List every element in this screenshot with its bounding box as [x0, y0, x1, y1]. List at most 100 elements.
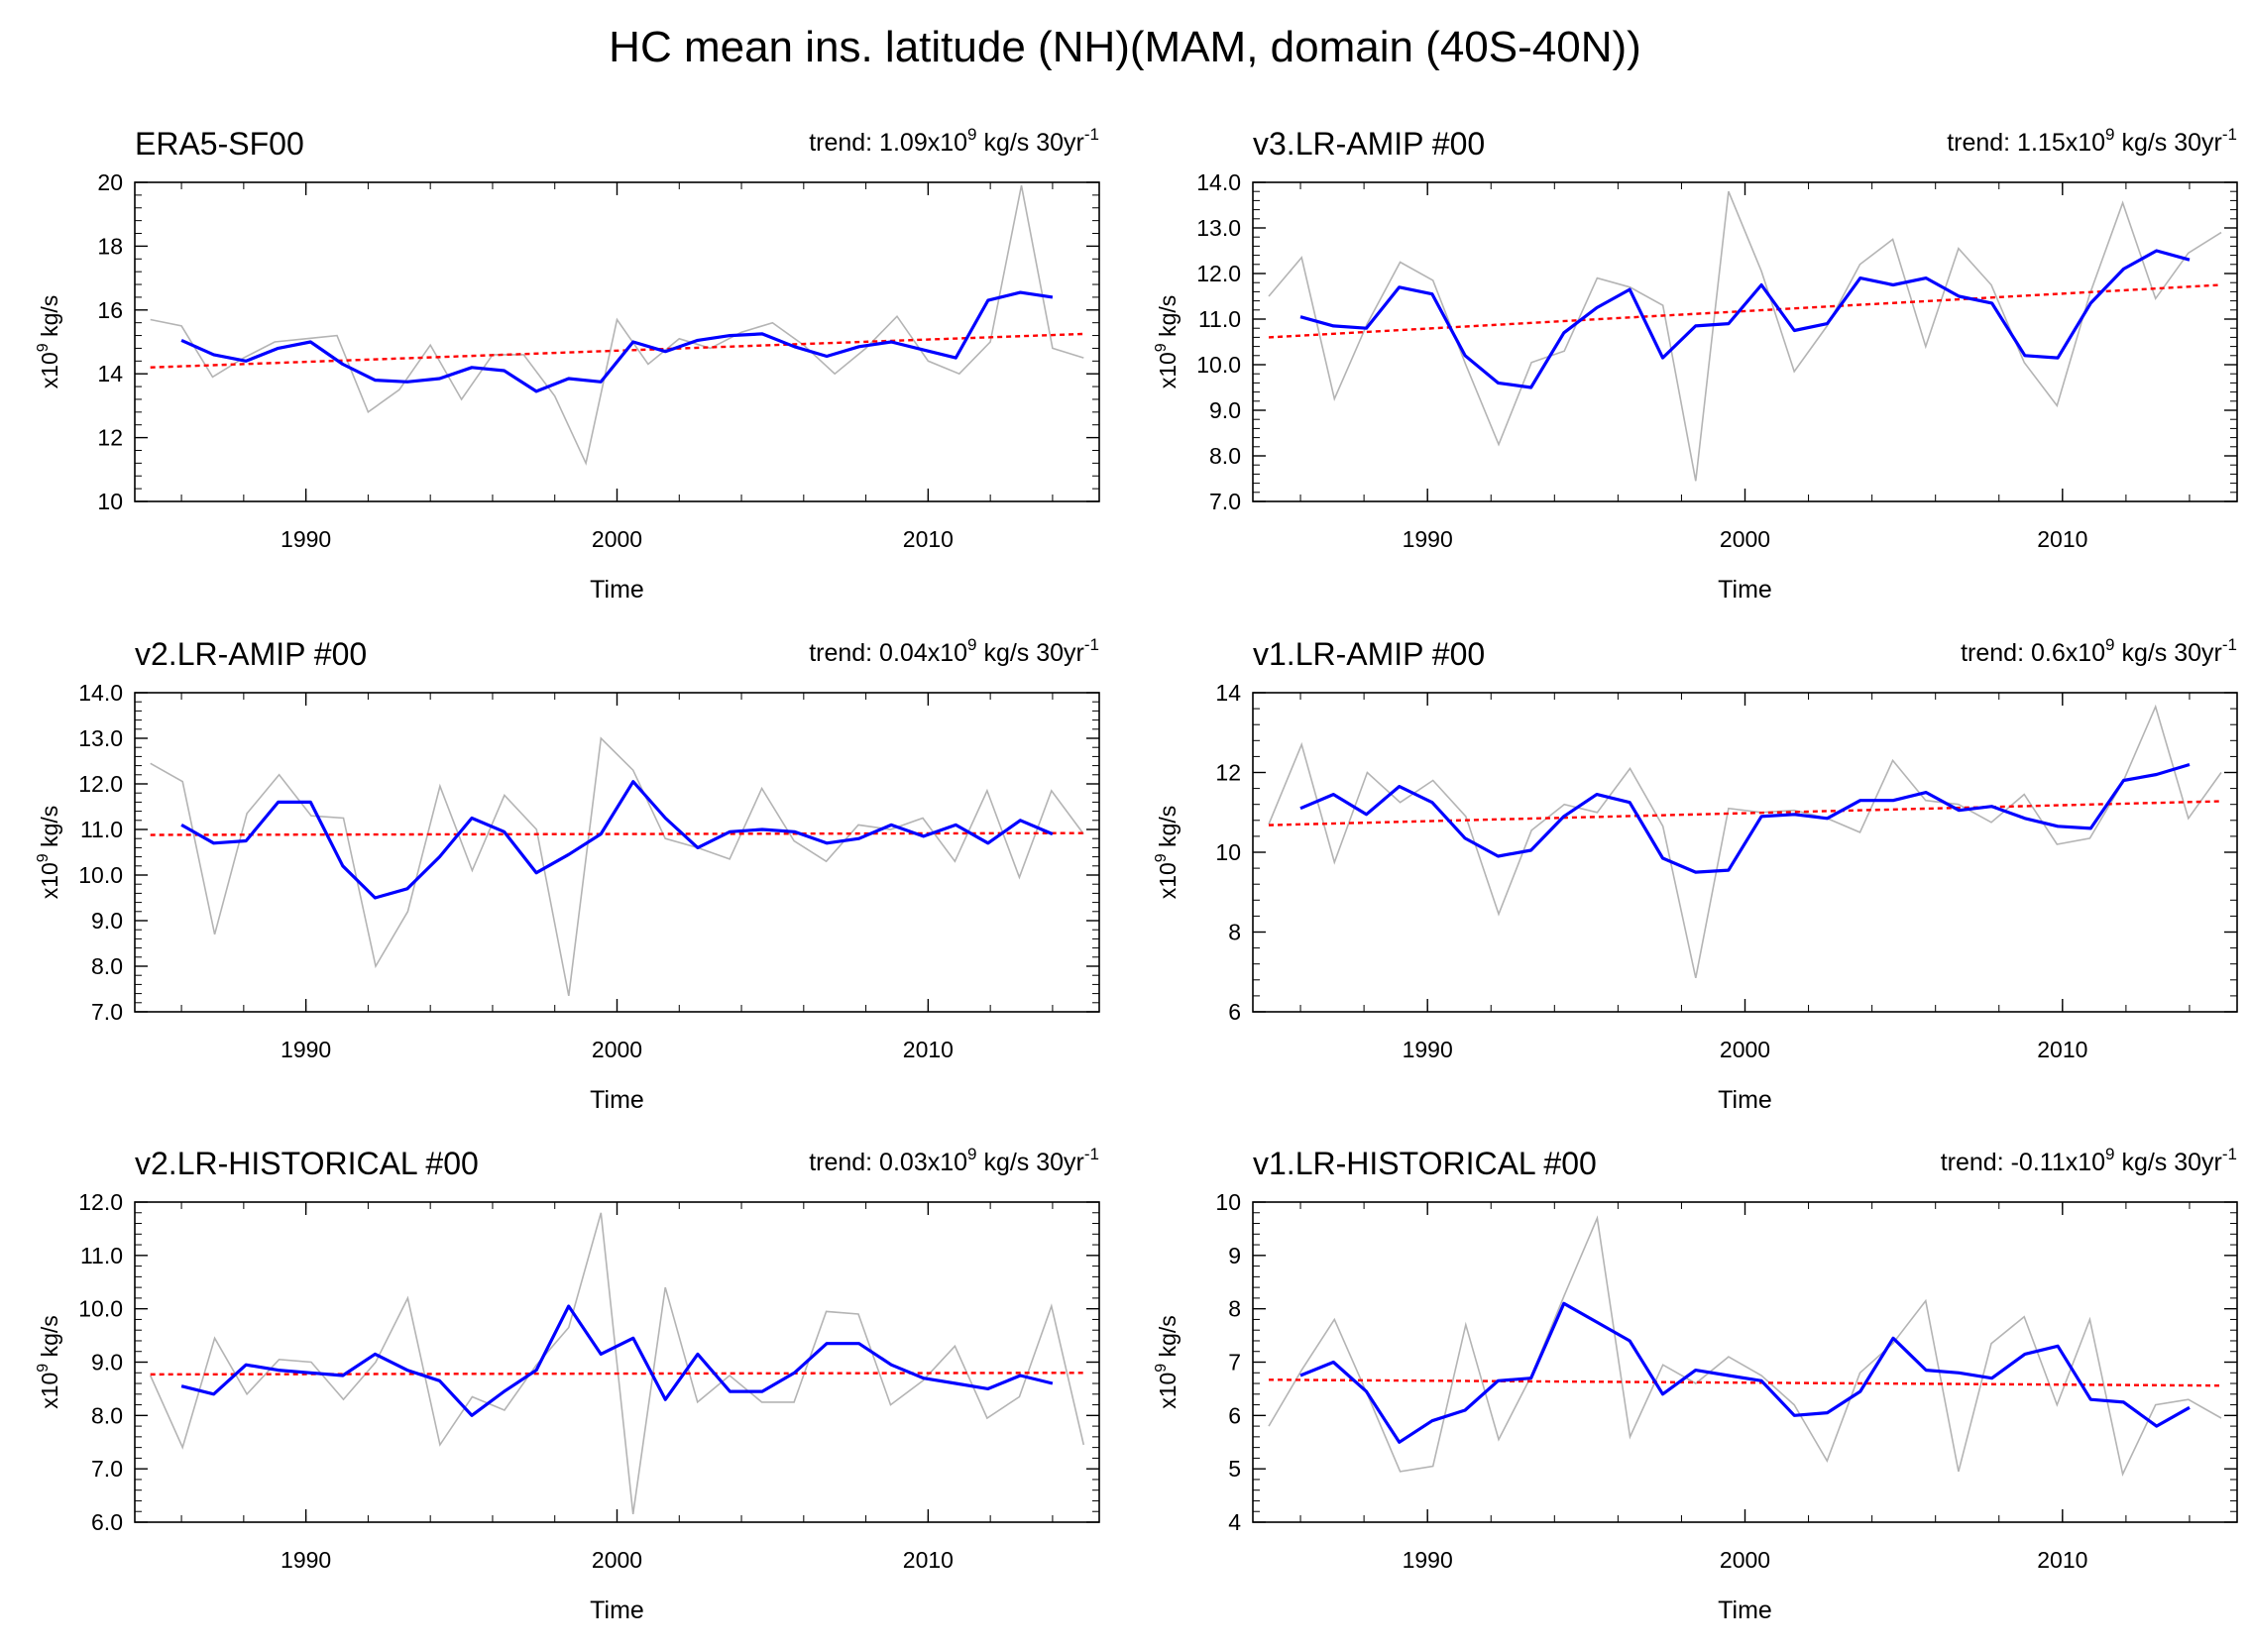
trend-unit: kg/s 30yr	[2115, 639, 2222, 667]
raw-series-line	[150, 185, 1084, 466]
raw-series-line	[150, 736, 1084, 997]
x-tick-label: 1990	[281, 1547, 331, 1573]
trend-unit-exponent: -1	[2222, 1145, 2237, 1163]
x-axis-label: Time	[1718, 576, 1772, 604]
trend-text: trend: 0.03x10	[809, 1149, 967, 1176]
y-tick-label: 8.0	[91, 1402, 123, 1428]
trend-annotation: trend: 1.15x109 kg/s 30yr-1	[1947, 125, 2237, 157]
y-tick-label: 4	[1228, 1509, 1241, 1535]
trend-unit-exponent: -1	[1084, 125, 1099, 144]
y-tick-label: 9.0	[91, 908, 123, 934]
x-axis-label: Time	[590, 1597, 644, 1624]
y-tick-label: 20	[97, 169, 123, 195]
y-tick-label: 14.0	[1196, 169, 1241, 195]
y-label-unit: kg/s	[1155, 295, 1181, 344]
y-tick-label: 10	[97, 489, 123, 514]
y-tick-label: 10	[1215, 1189, 1241, 1215]
panel-title: v2.LR-HISTORICAL #00	[135, 1146, 479, 1181]
y-label-exponent: 9	[35, 1364, 52, 1373]
y-tick-label: 9	[1228, 1243, 1241, 1268]
y-axis-label: x109 kg/s	[1153, 295, 1181, 389]
trend-exponent: 9	[967, 635, 976, 654]
x-tick-label: 2010	[2037, 526, 2087, 552]
y-tick-label: 9.0	[1209, 397, 1241, 423]
smoothed-series-line	[180, 290, 1054, 393]
y-label-text: x10	[1155, 352, 1181, 388]
y-tick-label: 12	[1215, 760, 1241, 786]
trend-exponent: 9	[967, 125, 976, 144]
y-tick-label: 12.0	[78, 1189, 123, 1215]
smoothed-series-line	[1299, 249, 2191, 389]
trend-unit-exponent: -1	[2222, 125, 2237, 144]
y-tick-label: 6	[1228, 999, 1241, 1025]
trend-text: trend: 1.15x10	[1947, 129, 2105, 157]
panel-title: v1.LR-AMIP #00	[1253, 636, 1485, 672]
y-tick-label: 10	[1215, 839, 1241, 865]
raw-series-line	[1268, 190, 2222, 482]
y-tick-label: 14	[97, 361, 123, 386]
data-lines	[150, 736, 1084, 997]
y-label-unit: kg/s	[37, 806, 62, 854]
y-label-text: x10	[1155, 862, 1181, 899]
data-lines	[1268, 1215, 2222, 1477]
x-tick-label: 2010	[2037, 1037, 2087, 1062]
y-label-unit: kg/s	[1155, 806, 1181, 854]
x-axis-label: Time	[590, 1086, 644, 1114]
x-tick-label: 2000	[1720, 526, 1770, 552]
trend-line	[150, 1372, 1084, 1377]
y-label-text: x10	[37, 862, 62, 899]
y-tick-label: 16	[97, 297, 123, 323]
data-lines	[150, 185, 1084, 466]
trend-text: trend: 0.04x10	[809, 639, 967, 667]
y-tick-label: 10.0	[78, 1296, 123, 1322]
x-tick-label: 1990	[1403, 1037, 1453, 1062]
x-tick-label: 2010	[903, 1037, 954, 1062]
x-tick-label: 1990	[281, 1037, 331, 1062]
y-tick-label: 18	[97, 233, 123, 259]
trend-unit: kg/s 30yr	[2115, 129, 2222, 157]
trend-exponent: 9	[967, 1145, 976, 1163]
y-tick-label: 7.0	[91, 999, 123, 1025]
trend-exponent: 9	[2105, 635, 2114, 654]
y-tick-label: 6.0	[91, 1509, 123, 1535]
trend-unit: kg/s 30yr	[2115, 1149, 2222, 1176]
y-tick-label: 8.0	[1209, 443, 1241, 469]
y-tick-label: 7.0	[91, 1456, 123, 1482]
y-label-text: x10	[37, 352, 62, 388]
y-tick-label: 7	[1228, 1350, 1241, 1376]
y-axis-label: x109 kg/s	[1153, 1315, 1181, 1409]
data-lines	[1268, 704, 2222, 978]
chart-panel-1: ERA5-SF00 trend: 1.09x109 kg/s 30yr-11012…	[35, 125, 1100, 604]
y-label-exponent: 9	[1153, 343, 1170, 352]
y-tick-label: 6	[1228, 1402, 1241, 1428]
panel-title: v1.LR-HISTORICAL #00	[1253, 1146, 1597, 1181]
trend-line	[1268, 283, 2222, 339]
chart-panel-2: v3.LR-AMIP #00 trend: 1.15x109 kg/s 30yr-…	[1153, 125, 2238, 604]
trend-line	[1268, 800, 2222, 826]
figure-title: HC mean ins. latitude (NH)(MAM, domain (…	[609, 23, 1641, 71]
y-label-exponent: 9	[35, 343, 52, 352]
trend-text: trend: 0.6x10	[1961, 639, 2105, 667]
y-tick-label: 12.0	[78, 771, 123, 797]
x-axis-label: Time	[590, 576, 644, 604]
y-label-text: x10	[1155, 1373, 1181, 1409]
panel-title: ERA5-SF00	[135, 126, 304, 162]
y-tick-label: 8	[1228, 920, 1241, 945]
trend-annotation: trend: 0.03x109 kg/s 30yr-1	[809, 1145, 1099, 1176]
y-axis-label: x109 kg/s	[35, 295, 62, 389]
panel-title: v2.LR-AMIP #00	[135, 636, 367, 672]
x-tick-label: 1990	[1403, 526, 1453, 552]
x-tick-label: 2010	[903, 526, 954, 552]
y-tick-label: 11.0	[80, 817, 123, 842]
x-tick-label: 1990	[1403, 1547, 1453, 1573]
y-tick-label: 13.0	[78, 725, 123, 751]
chart-panel-6: v1.LR-HISTORICAL #00 trend: -0.11x109 kg/…	[1153, 1145, 2238, 1624]
y-label-unit: kg/s	[37, 1315, 62, 1364]
y-label-text: x10	[37, 1373, 62, 1409]
y-tick-label: 9.0	[91, 1350, 123, 1376]
trend-line	[150, 831, 1084, 836]
x-tick-label: 2000	[1720, 1037, 1770, 1062]
x-tick-label: 2000	[592, 1037, 642, 1062]
plot-frame	[1252, 1201, 2238, 1523]
